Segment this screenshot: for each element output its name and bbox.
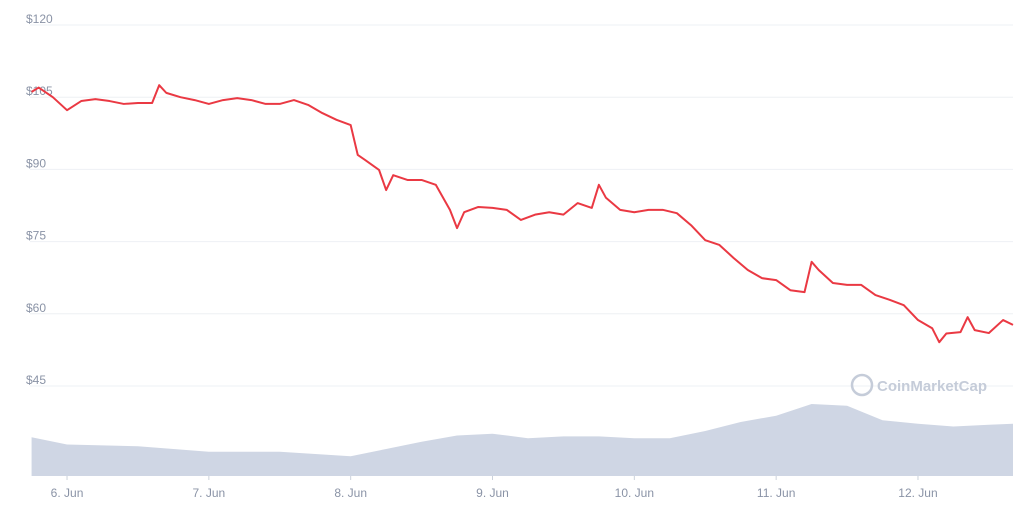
price-line bbox=[31, 84, 1014, 344]
watermark: CoinMarketCap bbox=[850, 373, 987, 397]
watermark-text: CoinMarketCap bbox=[877, 378, 987, 395]
x-tick-label: 8. Jun bbox=[334, 486, 367, 500]
y-tick-label: $90 bbox=[26, 156, 46, 170]
y-tick-label: $105 bbox=[26, 84, 53, 98]
x-tick-label: 9. Jun bbox=[476, 486, 509, 500]
volume-area bbox=[31, 404, 1014, 476]
y-tick-label: $45 bbox=[26, 373, 46, 387]
watermark-logo bbox=[850, 373, 874, 397]
y-tick-label: $75 bbox=[26, 229, 46, 243]
x-tick-label: 7. Jun bbox=[193, 486, 226, 500]
y-tick-label: $60 bbox=[26, 301, 46, 315]
plot: $45 $60 $75 $90 $105 $120 6. Jun 7. Jun 8. Jun 9.… bbox=[26, 12, 1014, 500]
x-tick-label: 12. Jun bbox=[898, 486, 937, 500]
x-tick-label: 11. Jun bbox=[757, 486, 795, 500]
x-tick-label: 6. Jun bbox=[51, 486, 84, 500]
x-tick-label: 10. Jun bbox=[615, 486, 654, 500]
y-tick-label: $120 bbox=[26, 12, 53, 26]
